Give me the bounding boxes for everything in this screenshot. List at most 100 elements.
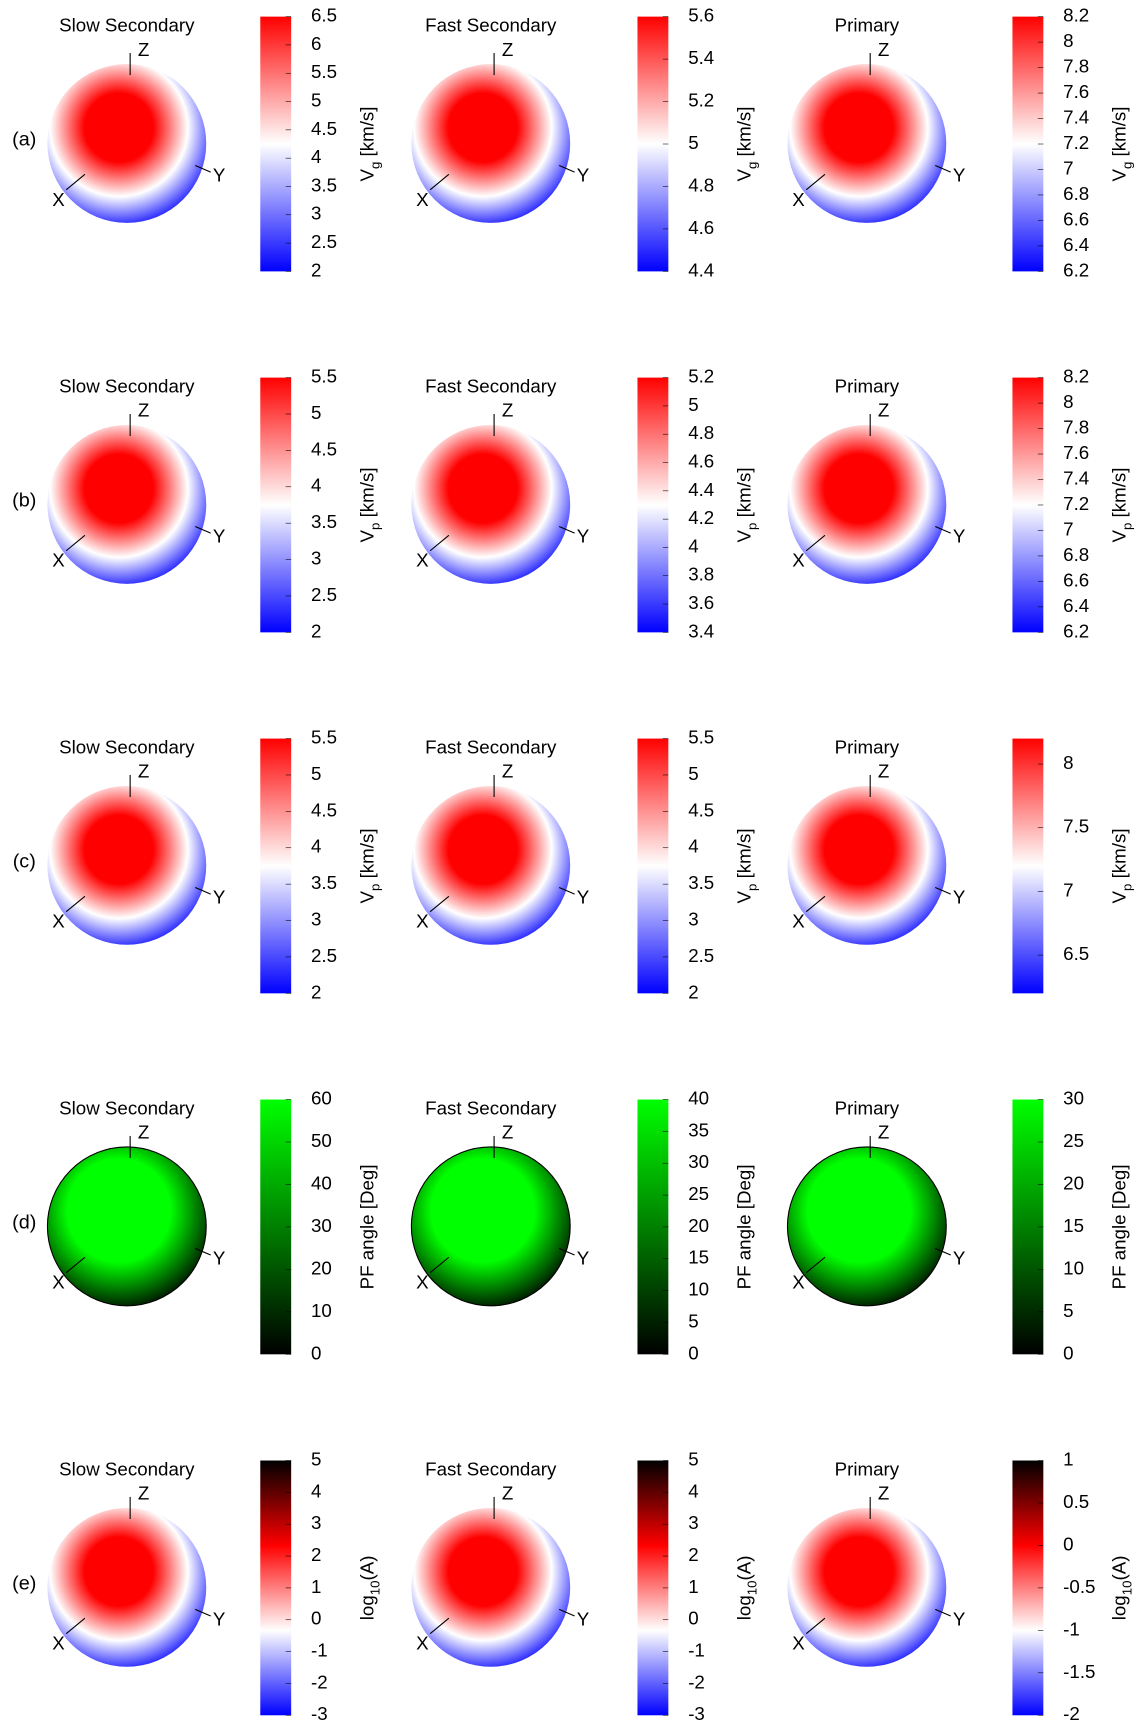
colorbar-tick-label: 4.2 bbox=[688, 507, 714, 528]
colorbar-label-part: [km/s] bbox=[356, 828, 377, 883]
colorbar-tick-label: 5.5 bbox=[688, 727, 714, 748]
axis-label: Z bbox=[878, 1122, 889, 1143]
axis-label: X bbox=[416, 189, 429, 210]
colorbar-tick-label: 6.5 bbox=[1063, 943, 1089, 964]
panel-title: Slow Secondary bbox=[59, 15, 195, 36]
colorbar-tick-label: 4.5 bbox=[311, 799, 337, 820]
axis-label: Y bbox=[953, 886, 966, 907]
colorbar-tick-label: 20 bbox=[311, 1257, 332, 1278]
axis-label: Y bbox=[577, 1247, 590, 1268]
colorbar bbox=[637, 739, 668, 994]
colorbar-label-part: p bbox=[745, 523, 760, 530]
sphere bbox=[787, 1147, 946, 1306]
colorbar-tick-label: 3.8 bbox=[688, 564, 714, 585]
colorbar-tick-label: -1 bbox=[1063, 1618, 1080, 1639]
axis-label: Y bbox=[953, 525, 966, 546]
colorbar-tick-label: 2 bbox=[311, 620, 321, 641]
colorbar-tick-label: 2 bbox=[311, 259, 321, 280]
colorbar-tick-label: 6.2 bbox=[1063, 620, 1089, 641]
colorbar-tick-label: 7 bbox=[1063, 518, 1073, 539]
colorbar-tick-label: 2 bbox=[311, 981, 321, 1002]
colorbar-tick-label: 8 bbox=[1063, 391, 1073, 412]
panel-title: Primary bbox=[835, 15, 900, 36]
axis-label: X bbox=[52, 550, 65, 571]
sphere bbox=[411, 1508, 570, 1667]
axis-label: Y bbox=[953, 164, 966, 185]
axis-label: X bbox=[416, 911, 429, 932]
colorbar-tick-label: 10 bbox=[1063, 1257, 1084, 1278]
colorbar-tick-label: 3.5 bbox=[688, 872, 714, 893]
axis-label: Y bbox=[577, 1608, 590, 1629]
colorbar-label-part: V bbox=[1108, 169, 1129, 182]
axis-label: Z bbox=[502, 39, 513, 60]
axis-label: Y bbox=[953, 1608, 966, 1629]
colorbar-label: PF angle [Deg] bbox=[1108, 1164, 1129, 1289]
axis-label: Y bbox=[213, 1608, 226, 1629]
colorbar-tick-label: 3 bbox=[688, 909, 698, 930]
colorbar-tick-label: 4 bbox=[311, 146, 321, 167]
panel-title: Fast Secondary bbox=[425, 375, 557, 396]
colorbar-label-part: p bbox=[1120, 523, 1135, 530]
colorbar-label: Vp [km/s] bbox=[734, 467, 760, 542]
row-label: (d) bbox=[12, 1211, 36, 1233]
axis-label: Z bbox=[878, 400, 889, 421]
axis-label: Z bbox=[878, 39, 889, 60]
colorbar-tick-label: 6.8 bbox=[1063, 544, 1089, 565]
colorbar-label-part: [km/s] bbox=[1108, 106, 1129, 161]
colorbar-tick-label: 7.4 bbox=[1063, 106, 1089, 127]
colorbar-tick-label: 5 bbox=[311, 89, 321, 110]
colorbar-tick-label: 8 bbox=[1063, 752, 1073, 773]
colorbar-tick-label: 50 bbox=[311, 1130, 332, 1151]
colorbar-tick-label: -1 bbox=[311, 1640, 328, 1661]
colorbar-label-part: [km/s] bbox=[356, 467, 377, 522]
colorbar-label-part: V bbox=[734, 169, 755, 182]
axis-label: X bbox=[792, 1633, 805, 1654]
colorbar-tick-label: 5.2 bbox=[688, 366, 714, 387]
colorbar-tick-label: 4 bbox=[311, 836, 321, 857]
colorbar-tick-label: 4 bbox=[688, 836, 698, 857]
axis-label: Z bbox=[502, 761, 513, 782]
colorbar-tick-label: 7.8 bbox=[1063, 56, 1089, 77]
colorbar-label-part: g bbox=[367, 162, 382, 169]
sphere bbox=[47, 425, 206, 584]
sphere bbox=[47, 1508, 206, 1667]
colorbar-tick-label: -2 bbox=[688, 1671, 705, 1692]
colorbar-label-part: V bbox=[356, 890, 377, 903]
colorbar-tick-label: 2.5 bbox=[688, 945, 714, 966]
row-label: (c) bbox=[13, 850, 36, 872]
colorbar-label-part: PF angle [Deg] bbox=[356, 1164, 377, 1289]
colorbar-tick-label: 15 bbox=[688, 1247, 709, 1268]
colorbar-tick-label: 4.8 bbox=[688, 174, 714, 195]
colorbar-label-part: [km/s] bbox=[734, 828, 755, 883]
sphere bbox=[411, 1147, 570, 1306]
axis-label: Z bbox=[138, 761, 149, 782]
axis-label: Z bbox=[502, 1483, 513, 1504]
colorbar-tick-label: 30 bbox=[688, 1151, 709, 1172]
page: (a)(b)(c)(d)(e)Slow SecondaryZYX22.533.5… bbox=[0, 0, 1147, 1735]
colorbar-tick-label: 5.5 bbox=[311, 727, 337, 748]
colorbar-label: Vg [km/s] bbox=[356, 106, 382, 181]
colorbar-label-part: p bbox=[1120, 884, 1135, 891]
colorbar-tick-label: 0 bbox=[688, 1342, 698, 1363]
axis-label: X bbox=[416, 1272, 429, 1293]
colorbar-tick-label: 25 bbox=[1063, 1130, 1084, 1151]
colorbar-tick-label: -1 bbox=[688, 1640, 705, 1661]
colorbar-tick-label: 40 bbox=[688, 1088, 709, 1109]
colorbar-tick-label: 5.4 bbox=[688, 47, 714, 68]
colorbar-tick-label: -3 bbox=[311, 1703, 328, 1724]
colorbar-tick-label: -2 bbox=[311, 1671, 328, 1692]
axis-label: X bbox=[52, 1272, 65, 1293]
axis-label: Y bbox=[577, 886, 590, 907]
panel-title: Slow Secondary bbox=[59, 1458, 195, 1479]
colorbar-label-part: log bbox=[1108, 1595, 1129, 1620]
colorbar-tick-label: 2 bbox=[688, 981, 698, 1002]
colorbar-tick-label: 15 bbox=[1063, 1215, 1084, 1236]
panel-title: Slow Secondary bbox=[59, 736, 195, 757]
colorbar-tick-label: 3 bbox=[311, 1512, 321, 1533]
axis-label: Y bbox=[213, 164, 226, 185]
colorbar-tick-label: 4.4 bbox=[688, 259, 714, 280]
panel-title: Fast Secondary bbox=[425, 736, 557, 757]
colorbar-tick-label: 8.2 bbox=[1063, 5, 1089, 26]
panel-title: Primary bbox=[835, 1097, 900, 1118]
colorbar-tick-label: 7.2 bbox=[1063, 493, 1089, 514]
